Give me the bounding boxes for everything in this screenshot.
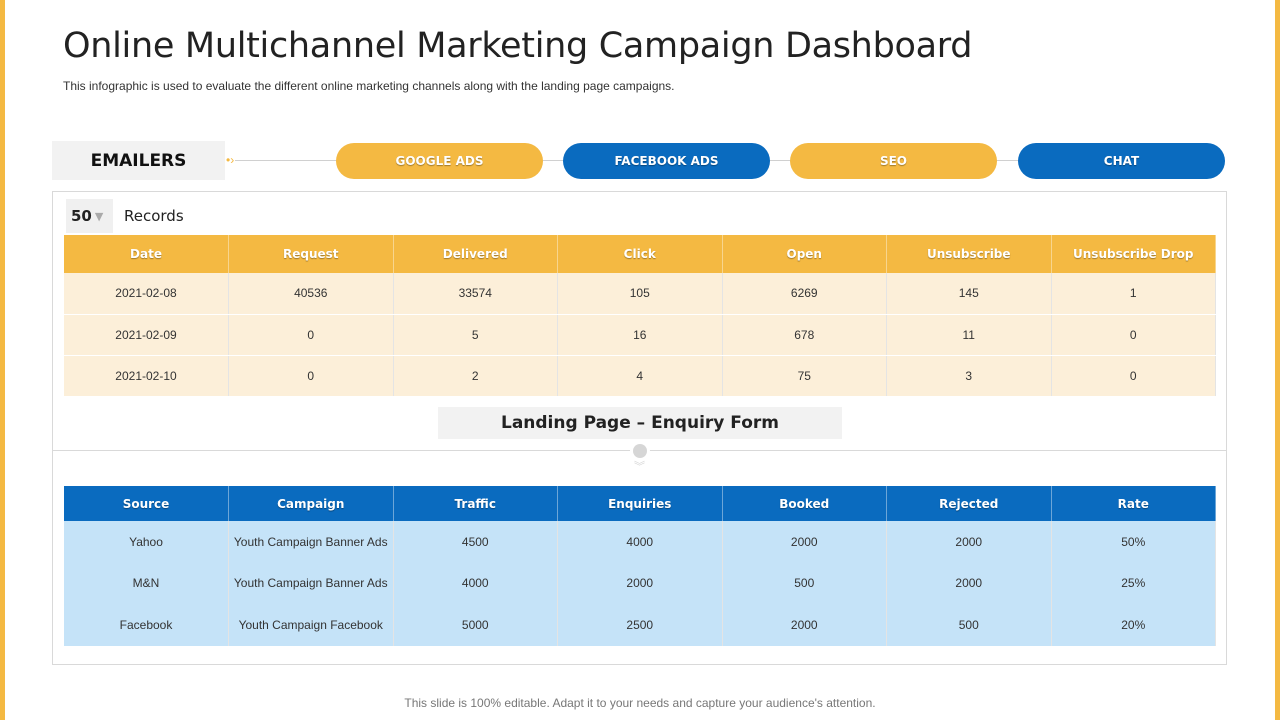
- table-row: 2021-02-09 0 5 16 678 11 0: [64, 314, 1216, 356]
- records-select[interactable]: 50 ▼: [66, 199, 113, 233]
- table-cell: 2021-02-10: [64, 355, 229, 397]
- column-header[interactable]: Delivered: [393, 235, 558, 273]
- table-cell: 40536: [228, 273, 394, 315]
- table-cell: M&N: [64, 562, 229, 604]
- column-header[interactable]: Booked: [722, 486, 887, 521]
- table-cell: Yahoo: [64, 521, 229, 563]
- column-header[interactable]: Rate: [1051, 486, 1216, 521]
- table-cell: 3: [886, 355, 1052, 397]
- column-header[interactable]: Rejected: [886, 486, 1052, 521]
- table-cell: Youth Campaign Banner Ads: [228, 521, 394, 563]
- chevron-right-icon: •›: [226, 153, 235, 167]
- table-cell: 1: [1051, 273, 1216, 315]
- table-row: 2021-02-08 40536 33574 105 6269 145 1: [64, 273, 1216, 315]
- table-cell: 50%: [1051, 521, 1216, 563]
- table-cell: Youth Campaign Facebook: [228, 604, 394, 646]
- table-cell: 5: [393, 314, 558, 356]
- records-value: 50: [71, 207, 92, 225]
- table-cell: 16: [557, 314, 723, 356]
- tab-google-ads[interactable]: GOOGLE ADS: [336, 143, 543, 179]
- records-label: Records: [124, 207, 184, 225]
- column-header[interactable]: Campaign: [228, 486, 394, 521]
- column-header[interactable]: Click: [557, 235, 723, 273]
- chevron-down-icon: ︾: [634, 461, 645, 473]
- tab-facebook-ads[interactable]: FACEBOOK ADS: [563, 143, 770, 179]
- right-accent-strip: [1275, 0, 1280, 720]
- table-cell: 2000: [886, 521, 1052, 563]
- table-cell: 6269: [722, 273, 887, 315]
- table-cell: 2500: [557, 604, 723, 646]
- table-cell: 678: [722, 314, 887, 356]
- table-cell: 4000: [393, 562, 558, 604]
- landing-page-title: Landing Page – Enquiry Form: [438, 407, 842, 439]
- table-cell: 0: [1051, 355, 1216, 397]
- tab-seo[interactable]: SEO: [790, 143, 997, 179]
- table-cell: 500: [722, 562, 887, 604]
- table-cell: 5000: [393, 604, 558, 646]
- caret-down-icon: ▼: [94, 209, 104, 223]
- content-panel: [52, 191, 1227, 665]
- table-cell: 2000: [557, 562, 723, 604]
- table-cell: 2021-02-08: [64, 273, 229, 315]
- table-cell: 2: [393, 355, 558, 397]
- tab-chat[interactable]: CHAT: [1018, 143, 1225, 179]
- tab-emailers[interactable]: EMAILERS: [52, 141, 225, 180]
- table-cell: 145: [886, 273, 1052, 315]
- connector-dot-icon: [633, 444, 647, 458]
- table-cell: 500: [886, 604, 1052, 646]
- table-cell: 0: [228, 314, 394, 356]
- table-cell: 2000: [722, 604, 887, 646]
- column-header[interactable]: Unsubscribe Drop: [1051, 235, 1216, 273]
- table-cell: 4: [557, 355, 723, 397]
- table-cell: 4000: [557, 521, 723, 563]
- column-header[interactable]: Source: [64, 486, 229, 521]
- table-cell: 4500: [393, 521, 558, 563]
- left-accent-strip: [0, 0, 5, 720]
- table-cell: 25%: [1051, 562, 1216, 604]
- table-cell: 0: [228, 355, 394, 397]
- column-header[interactable]: Open: [722, 235, 887, 273]
- table-cell: Facebook: [64, 604, 229, 646]
- landing-table: Source Campaign Traffic Enquiries Booked Reje…: [64, 486, 1216, 646]
- table-cell: 33574: [393, 273, 558, 315]
- emailers-table: Date Request Delivered Click Open Unsubscribe…: [64, 235, 1216, 397]
- table-cell: 20%: [1051, 604, 1216, 646]
- table-cell: Youth Campaign Banner Ads: [228, 562, 394, 604]
- page-subtitle: This infographic is used to evaluate the…: [63, 79, 675, 93]
- table-cell: 2000: [886, 562, 1052, 604]
- footer-note: This slide is 100% editable. Adapt it to…: [404, 696, 876, 710]
- table-cell: 75: [722, 355, 887, 397]
- table-cell: 2021-02-09: [64, 314, 229, 356]
- column-header[interactable]: Traffic: [393, 486, 558, 521]
- table-row: 2021-02-10 0 2 4 75 3 0: [64, 355, 1216, 397]
- table-cell: 0: [1051, 314, 1216, 356]
- table-row: Facebook Youth Campaign Facebook 5000 2500 2…: [64, 604, 1216, 646]
- page-title: Online Multichannel Marketing Campaign D…: [63, 26, 973, 66]
- table-cell: 11: [886, 314, 1052, 356]
- table-row: Yahoo Youth Campaign Banner Ads 4500 4000 20…: [64, 521, 1216, 563]
- table-cell: 105: [557, 273, 723, 315]
- column-header[interactable]: Enquiries: [557, 486, 723, 521]
- column-header[interactable]: Unsubscribe: [886, 235, 1052, 273]
- table-row: M&N Youth Campaign Banner Ads 4000 2000 500 2…: [64, 562, 1216, 604]
- column-header[interactable]: Date: [64, 235, 229, 273]
- column-header[interactable]: Request: [228, 235, 394, 273]
- table-cell: 2000: [722, 521, 887, 563]
